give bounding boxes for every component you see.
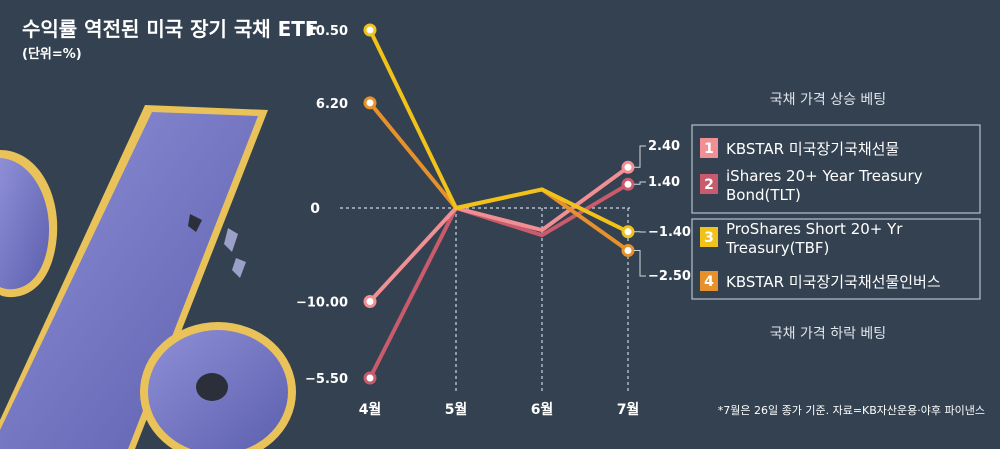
end-value-label: −2.50 [648, 269, 691, 284]
end-value-label: 2.40 [648, 139, 680, 154]
leader-line [634, 145, 646, 168]
start-value-label: 10.50 [307, 24, 348, 39]
end-value-label: −1.40 [648, 225, 691, 240]
legend-swatch [700, 271, 718, 291]
data-point [363, 96, 377, 110]
series-line [368, 28, 630, 234]
source-note: *7월은 26일 종가 기준. 자료=KB자산운용·야후 파이낸스 [718, 403, 985, 417]
legend-group-up: 국채 가격 상승 베팅 [770, 92, 886, 108]
data-point [621, 225, 635, 239]
series-lines [363, 23, 635, 385]
x-tick-label: 5월 [445, 401, 468, 418]
leader-line [634, 250, 646, 277]
legend-label: KBSTAR 미국장기국채선물인버스 [726, 273, 941, 291]
x-tick-label: 6월 [531, 401, 554, 418]
data-point [621, 177, 635, 191]
start-value-label: 6.20 [316, 97, 348, 112]
legend-number: 1 [704, 141, 714, 157]
legend-number: 3 [704, 230, 714, 246]
legend: 1 KBSTAR 미국장기국채선물 2 iShares 20+ Year Treasu… [700, 138, 941, 291]
legend-number: 4 [704, 274, 714, 290]
legend-box-down [691, 218, 981, 300]
legend-group-down: 국채 가격 하락 베팅 [770, 326, 886, 342]
legend-label: Bond(TLT) [726, 186, 801, 204]
legend-swatch [700, 174, 718, 194]
legend-number: 2 [704, 177, 714, 193]
legend-swatch [700, 227, 718, 247]
legend-box-up [691, 124, 981, 214]
start-value-labels: −10.00 −5.50 10.50 6.20 [296, 24, 348, 387]
x-tick-label: 4월 [359, 401, 382, 418]
legend-label: Treasury(TBF) [725, 239, 829, 257]
series-line [368, 165, 630, 304]
data-point [621, 244, 635, 257]
start-value-label: −5.50 [305, 372, 348, 387]
leader-line [634, 181, 646, 185]
data-point [621, 160, 635, 174]
chart-title: 수익률 역전된 미국 장기 국채 ETF [22, 17, 319, 41]
data-point [363, 295, 377, 308]
month-guides [455, 208, 629, 392]
end-value-labels: 2.40 1.40 −1.40 −2.50 [634, 139, 691, 284]
end-value-label: 1.40 [648, 175, 680, 190]
legend-label: KBSTAR 미국장기국채선물 [726, 140, 899, 158]
unit-label: (단위=%) [22, 46, 82, 62]
legend-swatch [700, 138, 718, 158]
x-tick-label: 7월 [617, 401, 640, 418]
x-axis-labels: 4월 5월 6월 7월 [359, 401, 640, 418]
zero-tick-label: 0 [310, 201, 320, 217]
start-value-label: −10.00 [296, 296, 348, 311]
legend-label: iShares 20+ Year Treasury [726, 167, 923, 185]
percent-sign-illustration [0, 105, 296, 449]
data-point [363, 23, 377, 37]
legend-label: ProShares Short 20+ Yr [726, 220, 903, 238]
series-line [368, 100, 630, 253]
data-point [363, 371, 377, 385]
